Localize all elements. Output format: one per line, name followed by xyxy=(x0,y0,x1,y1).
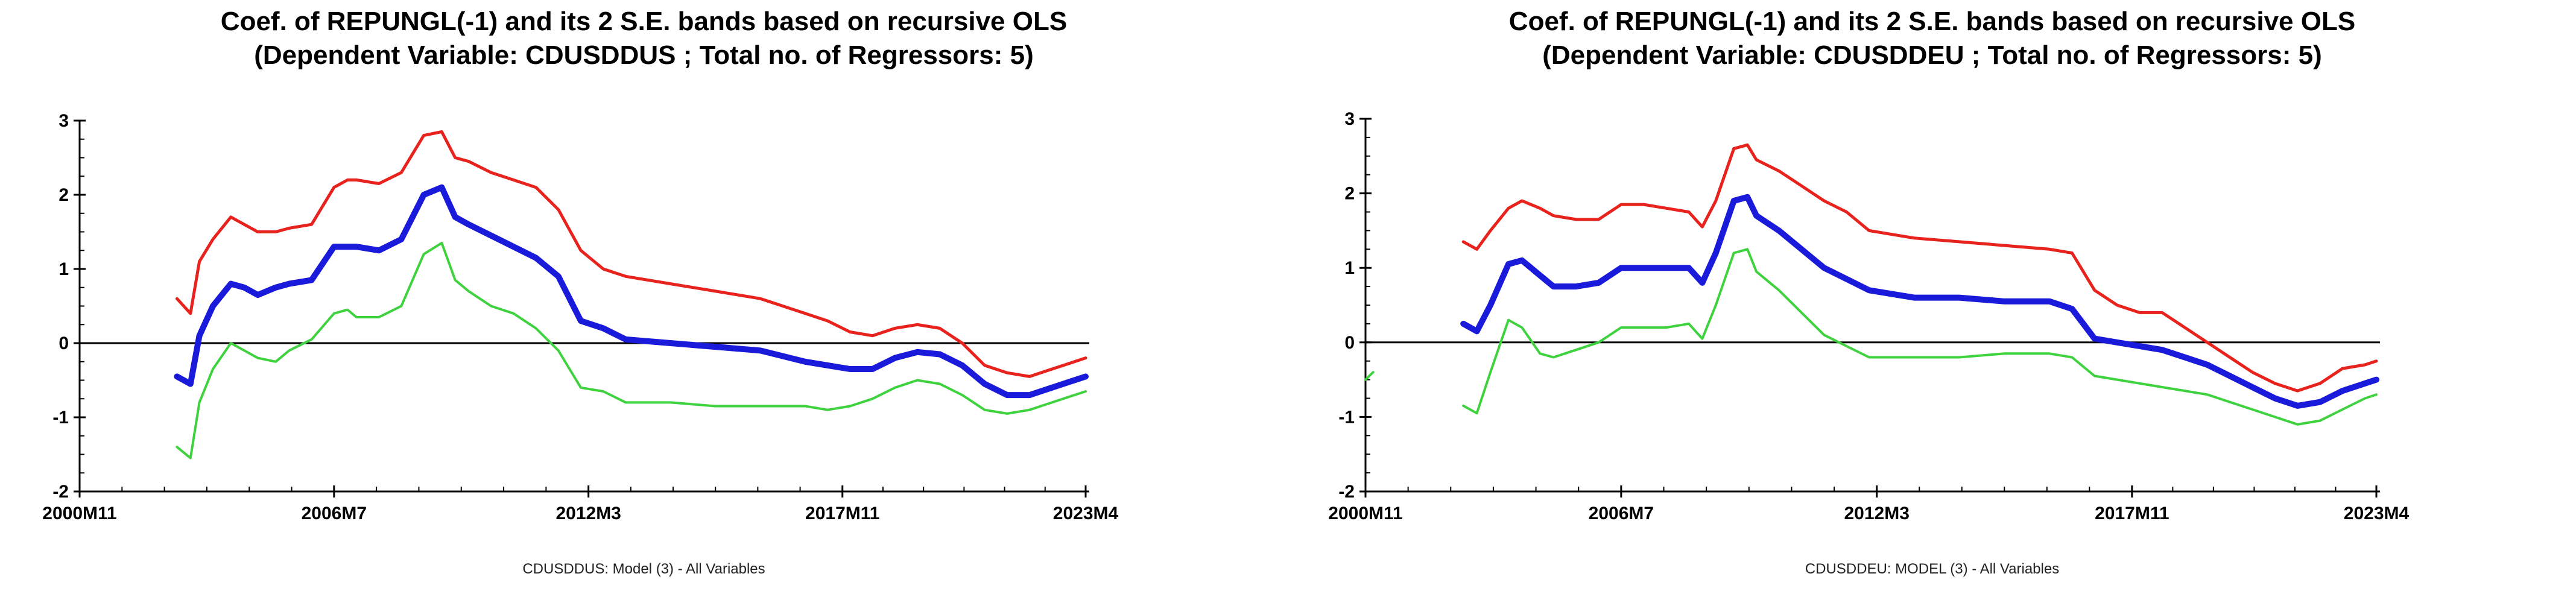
coefficient-line xyxy=(174,184,1089,399)
coefficient-line xyxy=(1460,194,2379,409)
chart-caption: CDUSDDUS: Model (3) - All Variables xyxy=(522,561,765,577)
x-tick-label: 2017M11 xyxy=(2095,504,2169,523)
chart-title: Coef. of REPUNGL(-1) and its 2 S.E. band… xyxy=(1508,7,2356,36)
upper-band-line xyxy=(1461,143,2378,393)
y-tick-label: 2 xyxy=(1344,184,1355,204)
x-tick-label: 2023M4 xyxy=(2344,504,2410,523)
y-tick-label: 0 xyxy=(1344,333,1355,353)
y-tick-label: -1 xyxy=(1338,407,1355,427)
y-tick-label: -1 xyxy=(52,408,69,428)
y-tick-label: 3 xyxy=(1344,109,1355,129)
chart-caption: CDUSDDEU: MODEL (3) - All Variables xyxy=(1805,561,2060,577)
x-tick-label: 2017M11 xyxy=(805,504,879,523)
y-tick-label: 3 xyxy=(59,111,69,131)
x-tick-label: 2006M7 xyxy=(302,504,367,523)
y-tick-label: -2 xyxy=(1338,482,1355,502)
chart-plot: -2 -1 0 1 2 3 2000M11 2006M7 2012M3 2017M11 2023M4 xyxy=(42,111,1119,523)
y-tick-label: 0 xyxy=(59,333,69,353)
x-tick-label: 2012M3 xyxy=(1844,504,1910,523)
y-tick-label: 2 xyxy=(59,185,69,205)
chart-subtitle: (Dependent Variable: CDUSDDUS ; Total no… xyxy=(254,40,1034,70)
x-tick-label: 2012M3 xyxy=(555,504,621,523)
upper-band-line xyxy=(175,130,1087,378)
y-tick-label: 1 xyxy=(1344,258,1355,278)
chart-plot: -2 -1 0 1 2 3 2000M11 2006M7 2012M3 2017M11 2023M4 xyxy=(1328,109,2410,523)
x-tick-label: 2006M7 xyxy=(1589,504,1654,523)
chart-subtitle: (Dependent Variable: CDUSDDEU ; Total no… xyxy=(1542,40,2322,70)
chart-title: Coef. of REPUNGL(-1) and its 2 S.E. band… xyxy=(220,7,1068,36)
x-tick-label: 2000M11 xyxy=(42,504,116,523)
y-tick-label: -2 xyxy=(52,482,69,502)
chart-panel-cdusddus: Coef. of REPUNGL(-1) and its 2 S.E. band… xyxy=(42,7,1119,577)
x-tick-label: 2023M4 xyxy=(1053,504,1119,523)
chart-panel-cdusddeu: Coef. of REPUNGL(-1) and its 2 S.E. band… xyxy=(1288,0,2576,597)
y-tick-label: 1 xyxy=(59,259,69,279)
lower-band-line xyxy=(1462,248,2378,426)
lower-band-line xyxy=(1364,371,1375,381)
lower-band-line xyxy=(176,241,1087,460)
x-tick-label: 2000M11 xyxy=(1328,504,1402,523)
